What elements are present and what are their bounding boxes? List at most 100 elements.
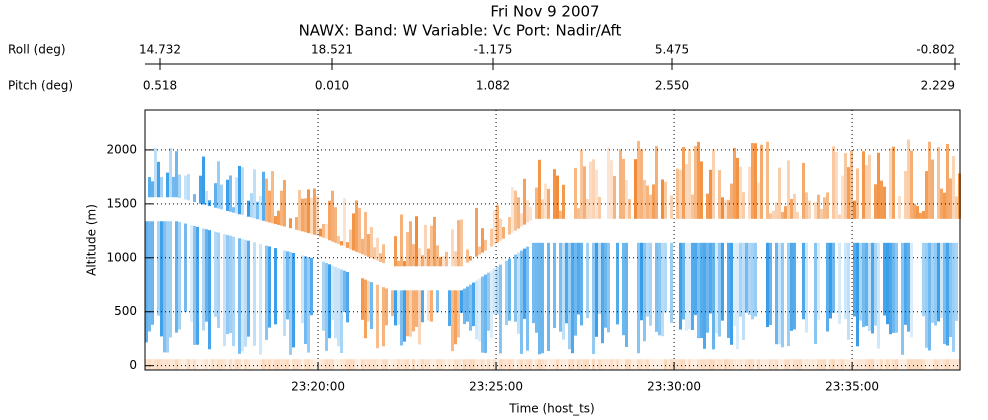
- texture-strip: [832, 146, 835, 219]
- texture-strip: [808, 200, 811, 219]
- texture-strip: [436, 245, 439, 267]
- texture-strip: [829, 242, 832, 319]
- texture-strip: [679, 242, 682, 330]
- texture-strip: [475, 280, 478, 340]
- texture-strip: [283, 179, 286, 227]
- texture-strip: [412, 244, 415, 267]
- texture-strip: [946, 143, 949, 219]
- texture-strip: [775, 359, 778, 370]
- texture-strip: [559, 242, 562, 332]
- texture-strip: [856, 242, 859, 347]
- texture-strip: [631, 359, 634, 370]
- texture-strip: [694, 359, 697, 370]
- texture-strip: [892, 359, 895, 370]
- texture-strip: [661, 242, 664, 337]
- texture-strip: [268, 359, 271, 370]
- texture-strip: [814, 202, 817, 219]
- texture-strip: [343, 270, 346, 313]
- texture-strip: [445, 359, 448, 370]
- texture-strip: [160, 359, 163, 370]
- texture-strip: [541, 242, 544, 354]
- texture-strip: [697, 359, 700, 370]
- texture-strip: [901, 242, 904, 355]
- texture-strip: [334, 207, 337, 243]
- texture-strip: [682, 147, 685, 219]
- texture-strip: [265, 359, 268, 370]
- texture-strip: [805, 192, 808, 219]
- texture-strip: [742, 192, 745, 219]
- texture-strip: [526, 246, 529, 351]
- texture-strip: [595, 359, 598, 370]
- texture-strip: [589, 161, 592, 219]
- texture-strip: [352, 213, 355, 251]
- texture-strip: [379, 359, 382, 370]
- texture-strip: [526, 359, 529, 370]
- texture-strip: [319, 228, 322, 237]
- texture-strip: [430, 225, 433, 267]
- texture-strip: [721, 197, 724, 219]
- texture-strip: [412, 290, 415, 332]
- texture-strip: [724, 359, 727, 370]
- texture-strip: [892, 146, 895, 219]
- texture-strip: [808, 359, 811, 370]
- texture-strip: [289, 359, 292, 370]
- texture-strip: [604, 242, 607, 328]
- texture-strip: [469, 359, 472, 370]
- texture-strip: [937, 147, 940, 219]
- texture-strip: [277, 359, 280, 370]
- texture-strip: [406, 290, 409, 337]
- texture-strip: [553, 242, 556, 329]
- texture-strip: [952, 156, 955, 219]
- texture-strip: [322, 223, 325, 238]
- texture-strip: [499, 218, 502, 241]
- texture-strip: [472, 282, 475, 327]
- texture-strip: [508, 359, 511, 370]
- texture-strip: [742, 359, 745, 370]
- texture-strip: [151, 181, 154, 198]
- y-tick-label: 500: [114, 304, 137, 318]
- texture-strip: [646, 359, 649, 370]
- texture-strip: [421, 255, 424, 267]
- texture-strip: [238, 359, 241, 370]
- texture-strip: [517, 359, 520, 370]
- texture-strip: [529, 359, 532, 370]
- texture-strip: [337, 268, 340, 347]
- texture-strip: [892, 242, 895, 333]
- texture-strip: [154, 148, 157, 198]
- texture-strip: [676, 359, 679, 370]
- texture-strip: [553, 359, 556, 370]
- texture-strip: [520, 213, 523, 227]
- texture-strip: [250, 193, 253, 218]
- texture-strip: [910, 242, 913, 338]
- texture-strip: [388, 359, 391, 370]
- texture-strip: [259, 243, 262, 355]
- texture-strip: [529, 206, 532, 221]
- texture-strip: [598, 242, 601, 315]
- texture-strip: [805, 242, 808, 333]
- texture-strip: [523, 248, 526, 319]
- texture-strip: [901, 359, 904, 370]
- texture-strip: [877, 359, 880, 370]
- pitch-tick-label: 1.082: [476, 79, 510, 93]
- texture-strip: [397, 290, 400, 326]
- texture-strip: [637, 359, 640, 370]
- roll-label: Roll (deg): [8, 43, 66, 57]
- texture-strip: [709, 169, 712, 219]
- texture-strip: [763, 359, 766, 370]
- texture-strip: [943, 242, 946, 345]
- texture-strip: [484, 274, 487, 353]
- texture-strip: [688, 242, 691, 330]
- texture-strip: [565, 359, 568, 370]
- texture-strip: [607, 147, 610, 219]
- texture-strip: [775, 242, 778, 345]
- texture-strip: [565, 242, 568, 324]
- texture-strip: [598, 359, 601, 370]
- texture-strip: [796, 212, 799, 219]
- texture-strip: [445, 251, 448, 267]
- texture-strip: [160, 176, 163, 198]
- texture-strip: [424, 359, 427, 370]
- texture-strip: [676, 168, 679, 219]
- y-tick-label: 1000: [106, 250, 137, 264]
- texture-strip: [190, 225, 193, 323]
- texture-strip: [904, 359, 907, 370]
